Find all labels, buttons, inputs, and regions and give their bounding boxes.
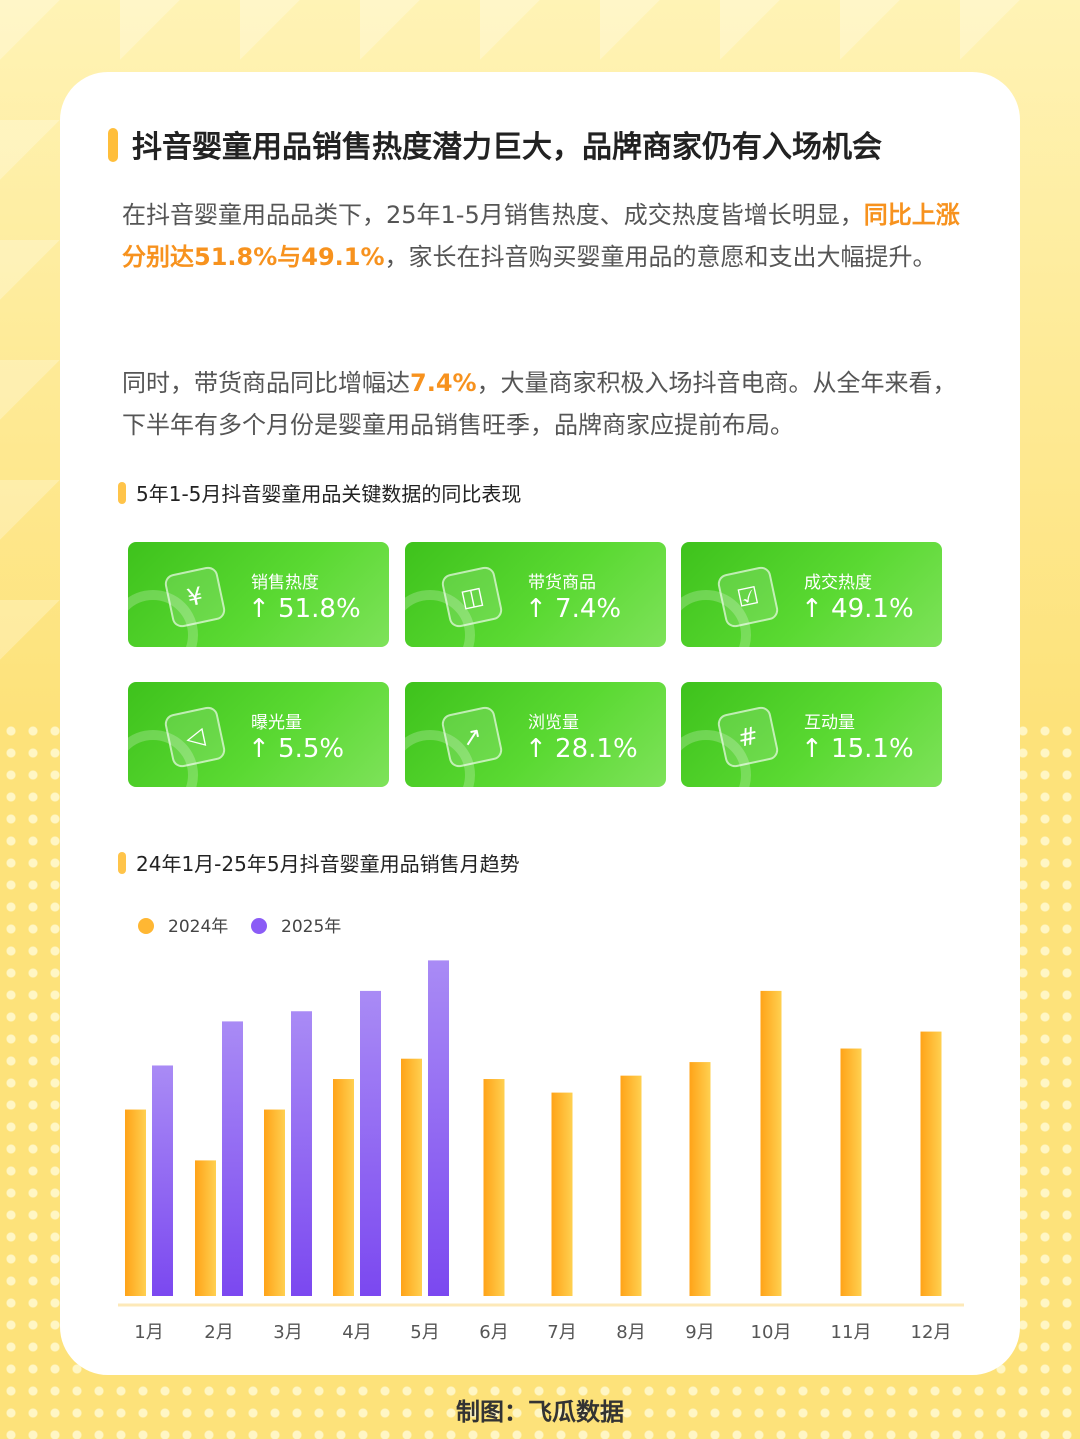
paragraph-1-text-before: 在抖音婴童用品品类下，25年1-5月销售热度、成交热度皆增长明显， [122, 201, 864, 229]
bar-chart: 1月 2月 3月 4月 5月 6月 7月 8月 9月 10月 11月 12月 [118, 960, 964, 1343]
paragraph-2-text-before: 同时，带货商品同比增幅达 [122, 369, 410, 397]
footer-credit: 制图：飞瓜数据 [456, 1398, 624, 1426]
paragraph-1-text-after: ，家长在抖音购买婴童用品的意愿和支出大幅提升。 [384, 243, 937, 271]
intro-paragraph-2: 同时，带货商品同比增幅达7.4%，大量商家积极入场抖音电商。从全年来看，下半年有… [122, 362, 962, 446]
bar-2024-7 [551, 1092, 573, 1296]
legend-item-2024: 2024年 [138, 912, 228, 937]
bar-2024-8 [620, 1075, 642, 1296]
kpi-card-interactions: # 互动量 ↑ 15.1% [681, 682, 942, 787]
kpi-label: 浏览量 [528, 713, 579, 733]
legend-dot-2025 [251, 918, 267, 934]
bar-2024-2 [195, 1160, 216, 1296]
kpi-label: 带货商品 [528, 573, 596, 593]
paragraph-2-highlight: 7.4% [410, 369, 477, 397]
kpi-decor-ring [405, 590, 475, 647]
paragraph-2-text-after: ，大量商家积极入场抖音电商。从全年来看，下半年有多个月份是婴童用品销售旺季，品牌… [122, 369, 957, 439]
kpi-card-live-products: ◫ 带货商品 ↑ 7.4% [405, 542, 666, 647]
bar-2025-2 [222, 1021, 243, 1296]
kpi-decor-ring [405, 730, 475, 787]
bar-2024-12 [920, 1031, 942, 1296]
x-tick-label: 6月 [479, 1322, 508, 1343]
bar-2025-1 [152, 1065, 173, 1296]
paragraph-1-highlight: 同比上涨分别达51.8%与49.1% [122, 201, 960, 271]
x-tick-label: 12月 [911, 1322, 952, 1343]
bar-2024-5 [401, 1058, 422, 1296]
kpi-section-accent-bar [118, 482, 126, 504]
kpi-value: ↑ 7.4% [525, 594, 622, 624]
kpi-value: ↑ 49.1% [801, 594, 914, 624]
x-tick-label: 1月 [134, 1322, 163, 1343]
legend-item-2025: 2025年 [251, 912, 341, 937]
chart-section-title: 24年1月-25年5月抖音婴童用品销售月趋势 [136, 852, 520, 876]
kpi-value: ↑ 5.5% [248, 734, 345, 764]
bar-2024-1 [125, 1109, 146, 1296]
kpi-label: 曝光量 [251, 713, 302, 733]
kpi-card-deal-heat: ☑ 成交热度 ↑ 49.1% [681, 542, 942, 647]
kpi-decor-ring [681, 590, 751, 647]
content-card: 抖音婴童用品销售热度潜力巨大，品牌商家仍有入场机会 在抖音婴童用品品类下，25年… [60, 72, 1020, 1375]
x-tick-label: 3月 [273, 1322, 302, 1343]
kpi-decor-ring [128, 730, 198, 787]
x-tick-label: 4月 [342, 1322, 371, 1343]
kpi-card-sales-heat: ¥ 销售热度 ↑ 51.8% [128, 542, 389, 647]
legend-dot-2024 [138, 918, 154, 934]
legend-label-2025: 2025年 [281, 917, 342, 937]
bar-2025-3 [291, 1011, 312, 1296]
kpi-card-exposure: ◁ 曝光量 ↑ 5.5% [128, 682, 389, 787]
bar-2025-4 [360, 990, 381, 1296]
kpi-value: ↑ 51.8% [248, 594, 361, 624]
bar-2024-9 [689, 1062, 711, 1296]
kpi-label: 互动量 [804, 713, 855, 733]
title-accent-bar [108, 128, 118, 162]
bar-2024-4 [333, 1079, 354, 1296]
x-tick-label: 11月 [831, 1322, 872, 1343]
kpi-label: 销售热度 [251, 573, 319, 593]
legend-label-2024: 2024年 [168, 917, 229, 937]
x-tick-label: 9月 [685, 1322, 714, 1343]
kpi-label: 成交热度 [804, 573, 872, 593]
x-tick-label: 2月 [204, 1322, 233, 1343]
kpi-value: ↑ 28.1% [525, 734, 638, 764]
bar-2025-5 [428, 960, 449, 1296]
kpi-section-title: 5年1-5月抖音婴童用品关键数据的同比表现 [136, 482, 522, 506]
page-title: 抖音婴童用品销售热度潜力巨大，品牌商家仍有入场机会 [132, 130, 882, 165]
x-tick-label: 10月 [751, 1322, 792, 1343]
intro-paragraph-1: 在抖音婴童用品品类下，25年1-5月销售热度、成交热度皆增长明显，同比上涨分别达… [122, 194, 962, 278]
x-tick-label: 8月 [616, 1322, 645, 1343]
kpi-card-views: ↗ 浏览量 ↑ 28.1% [405, 682, 666, 787]
kpi-decor-ring [128, 590, 198, 647]
bar-2024-10 [760, 990, 782, 1296]
x-tick-label: 5月 [410, 1322, 439, 1343]
kpi-value: ↑ 15.1% [801, 734, 914, 764]
bar-2024-11 [840, 1048, 862, 1296]
x-tick-label: 7月 [547, 1322, 576, 1343]
bar-2024-3 [264, 1109, 285, 1296]
bar-2024-6 [483, 1079, 505, 1296]
kpi-decor-ring [681, 730, 751, 787]
chart-section-accent-bar [118, 852, 126, 874]
